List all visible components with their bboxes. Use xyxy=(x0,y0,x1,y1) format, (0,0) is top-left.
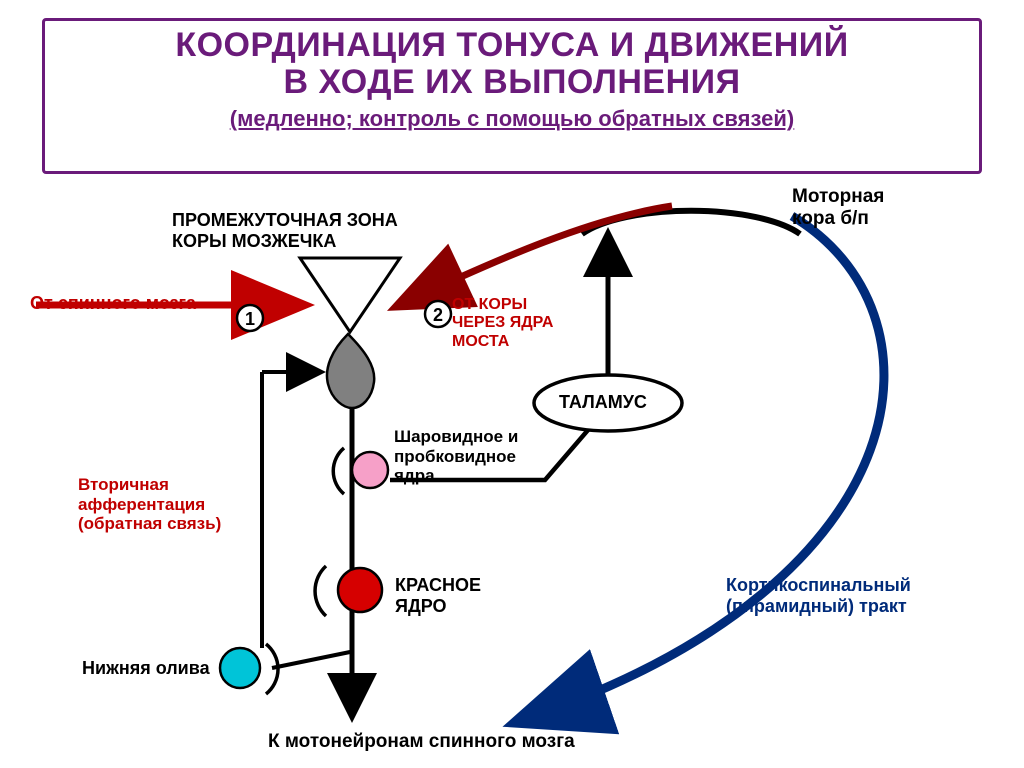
globose-label: Шаровидное ипробковидноеядра xyxy=(394,427,518,486)
motor-cortex-label: Моторнаякора б/п xyxy=(792,186,884,230)
red-nucleus-label: КРАСНОЕЯДРО xyxy=(395,575,481,616)
inferior-olive-label: Нижняя олива xyxy=(82,658,210,679)
title-frame: КООРДИНАЦИЯ ТОНУСА И ДВИЖЕНИЙ В ХОДЕ ИХ … xyxy=(42,18,982,174)
title-line1: КООРДИНАЦИЯ ТОНУСА И ДВИЖЕНИЙ xyxy=(55,27,969,64)
corticospinal-tract xyxy=(528,216,884,718)
cortex-to-cerebellum xyxy=(406,206,672,302)
globose-node xyxy=(352,452,388,488)
motor-cortex-arc xyxy=(582,211,800,234)
title-line2: В ХОДЕ ИХ ВЫПОЛНЕНИЯ xyxy=(55,64,969,101)
num-circle-1 xyxy=(237,305,263,331)
secondary-afferentation-label: Вторичнаяафферентация(обратная связь) xyxy=(78,475,221,534)
from-spinal-label: От спинного мозга xyxy=(30,293,196,314)
deep-nucleus-drop xyxy=(327,334,374,408)
title-sub: (медленно; контроль с помощью обратных с… xyxy=(55,106,969,132)
num-circle-2 xyxy=(425,301,451,327)
num-1-text: 1 xyxy=(245,309,255,329)
red-nucleus-node xyxy=(338,568,382,612)
from-cortex-pons-label: ОТ КОРЫЧЕРЕЗ ЯДРАМОСТА xyxy=(452,296,553,351)
inferior-olive-node xyxy=(220,648,260,688)
globose-arc xyxy=(333,448,344,494)
red-nucleus-arc xyxy=(315,566,326,616)
to-motoneurons-label: К мотонейронам спинного мозга xyxy=(268,731,575,753)
inferior-olive-arc xyxy=(266,644,278,694)
feedback-loop xyxy=(272,652,350,668)
corticospinal-label: Кортикоспинальный(пирамидный) тракт xyxy=(726,575,911,616)
thalamus-label: ТАЛАМУС xyxy=(559,392,647,413)
cerebellum-triangle xyxy=(300,258,400,332)
num-2-text: 2 xyxy=(433,305,443,325)
intermediate-zone-label: ПРОМЕЖУТОЧНАЯ ЗОНАКОРЫ МОЗЖЕЧКА xyxy=(172,210,398,251)
